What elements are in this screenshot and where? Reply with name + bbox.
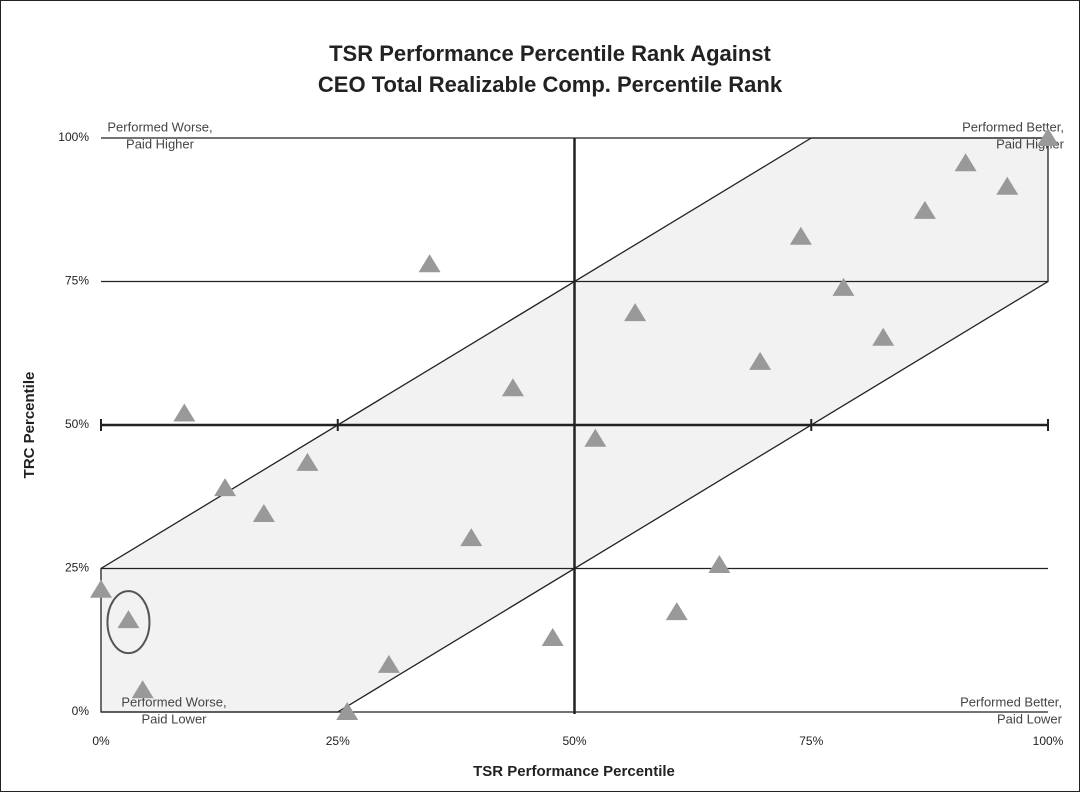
y-tick-label: 50%	[65, 417, 89, 431]
point	[1037, 128, 1059, 146]
point	[296, 452, 319, 471]
point	[584, 428, 607, 447]
x-tick-label: 50%	[562, 734, 586, 748]
x-tick-label: 25%	[326, 734, 350, 748]
point	[996, 176, 1019, 195]
point	[460, 528, 483, 547]
chart-title: TSR Performance Percentile Rank Against	[329, 41, 771, 66]
quadrant-label: Performed Better,	[962, 119, 1064, 134]
y-tick-label: 75%	[65, 274, 89, 288]
y-tick-label: 25%	[65, 561, 89, 575]
x-tick-label: 100%	[1033, 734, 1064, 748]
point	[173, 403, 196, 422]
point	[90, 579, 112, 598]
point	[665, 602, 688, 621]
y-tick-label: 100%	[58, 130, 89, 144]
point	[832, 277, 855, 296]
quadrant-label: Paid Lower	[141, 711, 207, 726]
point	[954, 153, 977, 172]
point	[789, 226, 812, 245]
quadrant-label: Paid Higher	[126, 136, 195, 151]
x-tick-label: 75%	[799, 734, 823, 748]
point	[377, 654, 400, 673]
point	[913, 200, 936, 219]
quadrant-label: Paid Lower	[997, 711, 1063, 726]
quadrant-label: Performed Better,	[960, 694, 1062, 709]
x-tick-label: 0%	[92, 734, 110, 748]
point	[252, 503, 275, 522]
point	[708, 555, 731, 574]
point	[501, 378, 524, 397]
point	[624, 303, 647, 322]
y-axis-label: TRC Percentile	[21, 372, 38, 479]
point	[214, 478, 237, 497]
x-axis-label: TSR Performance Percentile	[473, 763, 675, 780]
quadrant-label: Performed Worse,	[107, 119, 212, 134]
highlight-ring	[106, 590, 151, 655]
point	[131, 680, 154, 699]
chart-title: CEO Total Realizable Comp. Percentile Ra…	[318, 72, 783, 97]
point	[749, 351, 772, 370]
point	[541, 627, 564, 646]
point	[872, 327, 895, 346]
y-tick-label: 0%	[72, 704, 90, 718]
point	[336, 702, 359, 720]
point	[117, 610, 140, 629]
point	[418, 254, 441, 273]
